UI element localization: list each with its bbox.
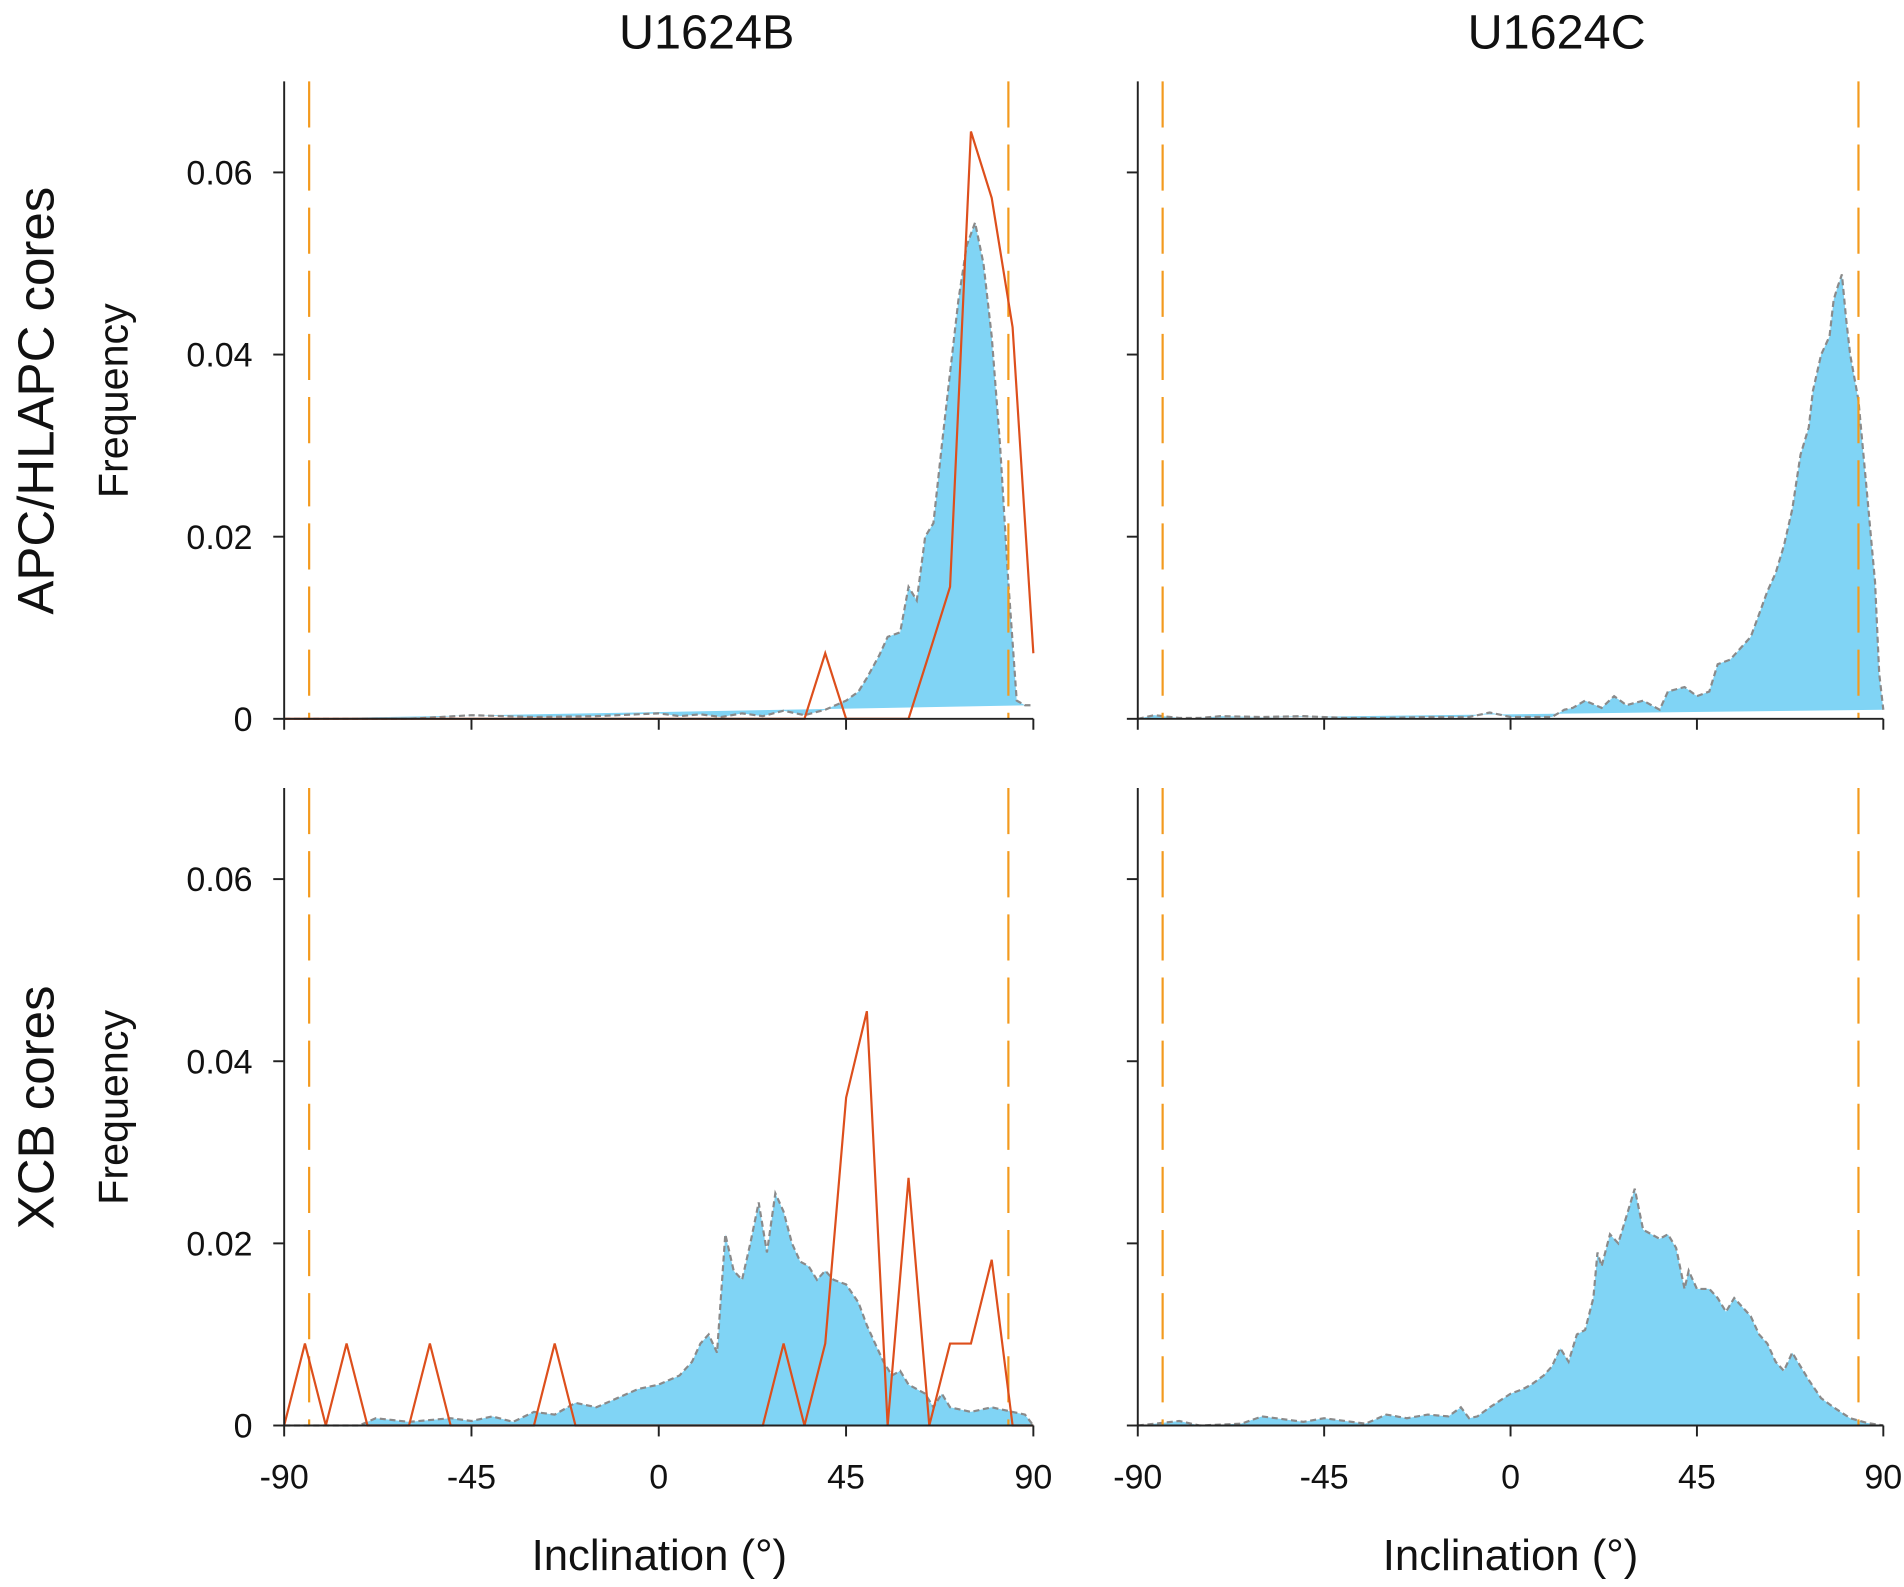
x-tick-label: -90: [260, 1459, 309, 1497]
y-axis-label-bottom: Frequency: [91, 1010, 137, 1205]
x-tick-label: 45: [827, 1459, 865, 1497]
y-tick-label: 0.06: [186, 155, 252, 193]
density-area: [284, 222, 1034, 719]
y-tick-label: 0.04: [186, 337, 252, 375]
density-outline: [284, 1189, 1035, 1427]
density-area: [1137, 1188, 1884, 1426]
y-tick-label: 0.04: [186, 1043, 252, 1081]
panel-u1624b-apc: 0 0.02 0.04 0.06: [186, 81, 1035, 739]
panel-u1624c-xcb: -90 -45 0 45 90: [1113, 788, 1902, 1497]
x-tick-label: -90: [1113, 1459, 1162, 1497]
sample-frequency-line: [283, 1010, 1034, 1427]
row-label-apc: APC/HLAPC cores: [7, 187, 64, 615]
y-axis-label-top: Frequency: [91, 303, 137, 498]
x-tick-label: -45: [447, 1459, 496, 1497]
y-tick-label: 0.02: [186, 519, 252, 557]
density-outline: [1137, 274, 1885, 720]
density-outline: [1137, 1188, 1884, 1427]
panel-u1624b-xcb: 0 0.02 0.04 0.06 -90 -45 0 45 90: [186, 788, 1052, 1497]
density-outline: [284, 218, 1034, 720]
y-tick-label: 0: [234, 701, 253, 739]
x-tick-label: 90: [1014, 1459, 1052, 1497]
y-tick-label: 0.02: [186, 1226, 252, 1264]
column-title-u1624c: U1624C: [1468, 6, 1646, 60]
x-tick-label: -45: [1300, 1459, 1349, 1497]
x-tick-label: 0: [1501, 1459, 1520, 1497]
x-axis-label-right: Inclination (°): [1383, 1531, 1639, 1580]
panel-u1624c-apc: [1126, 81, 1885, 730]
x-tick-label: 90: [1864, 1459, 1902, 1497]
row-label-xcb: XCB cores: [7, 986, 64, 1230]
density-area: [1137, 274, 1884, 719]
x-axis-label-left: Inclination (°): [532, 1531, 788, 1580]
density-area: [284, 1193, 1034, 1426]
x-tick-label: 45: [1678, 1459, 1716, 1497]
y-tick-label: 0.06: [186, 861, 252, 899]
x-tick-label: 0: [649, 1459, 668, 1497]
column-title-u1624b: U1624B: [619, 6, 794, 60]
y-tick-label: 0: [234, 1408, 253, 1446]
